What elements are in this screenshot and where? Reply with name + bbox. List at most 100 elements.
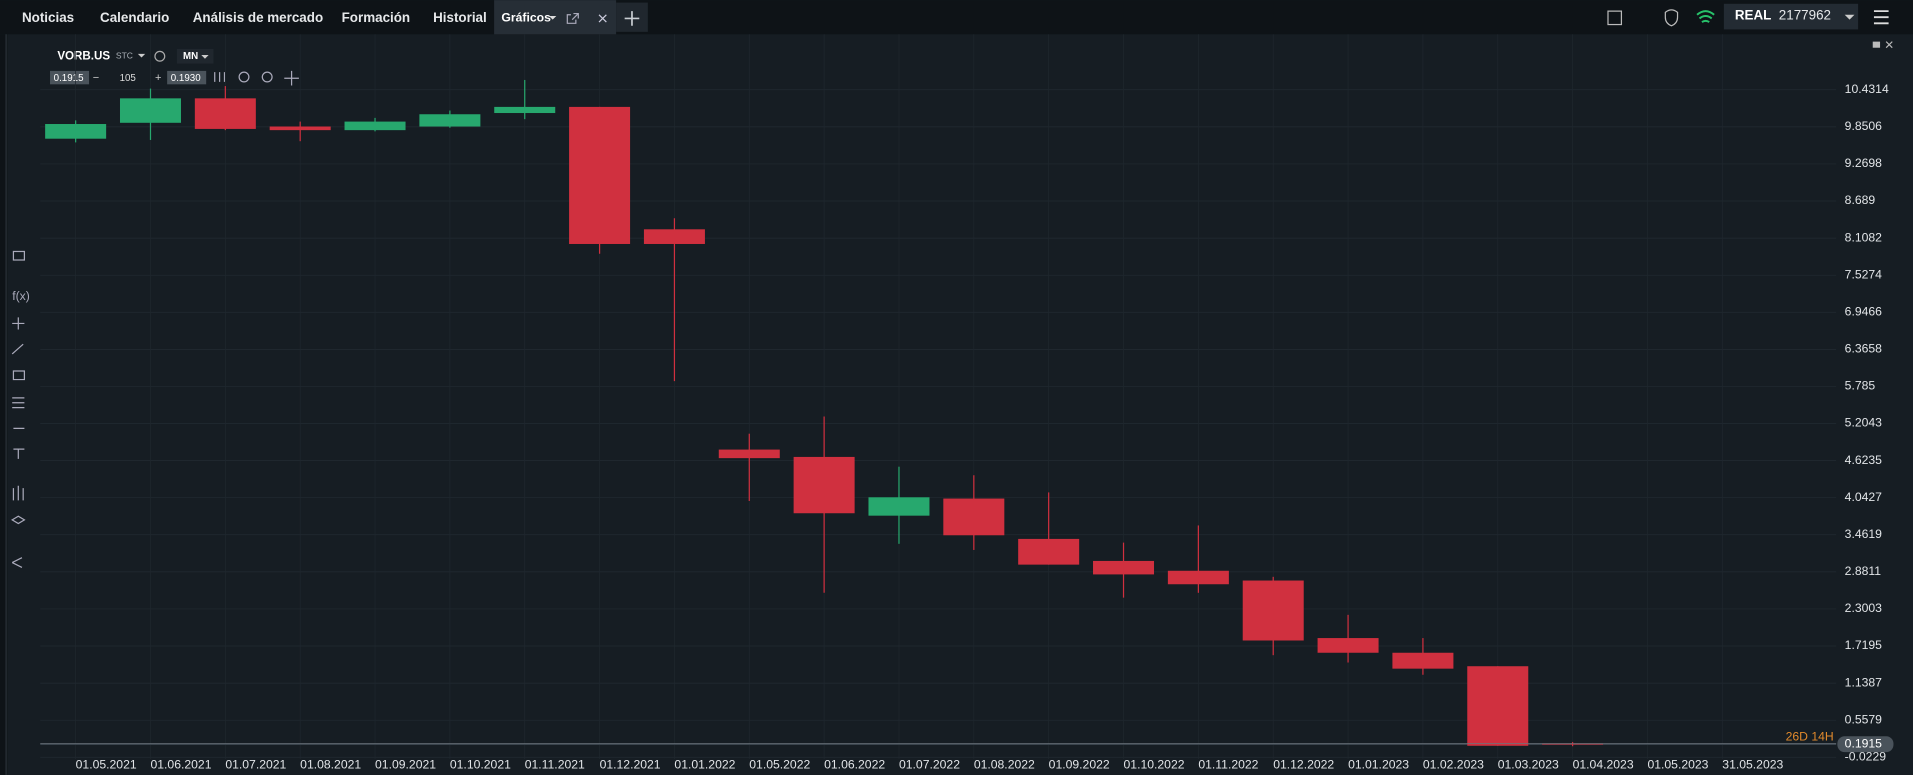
y-tick-label: 1.7195 <box>1845 638 1882 652</box>
candle-body <box>943 498 1005 536</box>
y-tick-label: 7.5274 <box>1845 267 1882 281</box>
candle-body <box>119 98 181 123</box>
bid[interactable]: 0.1915 <box>54 73 84 84</box>
symbol-dropdown <box>137 53 146 58</box>
x-tick-label: 01.09.2021 <box>375 757 436 771</box>
y-tick-label: 9.8506 <box>1845 119 1882 133</box>
x-tick-label: 01.01.2022 <box>674 757 735 771</box>
top-bar <box>0 0 1913 35</box>
candle-body <box>419 114 481 127</box>
plus-icon <box>624 11 640 26</box>
candle-body <box>194 98 256 129</box>
tab[interactable]: Historial <box>433 10 487 25</box>
y-tick-label: 2.8811 <box>1845 564 1882 578</box>
tab[interactable]: Gráficos <box>501 11 551 25</box>
x-tick-label: 01.12.2021 <box>600 757 661 771</box>
candle-body <box>344 121 406 131</box>
price-label: 0.1915 <box>1845 736 1882 750</box>
y-tick-label: 2.3003 <box>1845 601 1882 615</box>
x-tick-label: 01.07.2021 <box>225 757 286 771</box>
signal-icon <box>1696 10 1715 23</box>
candle-body <box>569 106 631 244</box>
spread: 105 <box>120 73 137 84</box>
x-tick-label: 01.08.2021 <box>300 757 361 771</box>
y-tick-label: 4.0427 <box>1845 490 1882 504</box>
candle-body <box>1242 580 1304 641</box>
x-tick-label: 31.05.2023 <box>1722 757 1783 771</box>
x-tick-label: 01.08.2022 <box>974 757 1035 771</box>
bid-box[interactable] <box>50 70 90 85</box>
fullscreen-icon[interactable] <box>1607 10 1623 26</box>
x-tick-label: 01.11.2021 <box>525 757 585 771</box>
candle-body <box>1093 560 1155 575</box>
popout-icon[interactable] <box>566 12 579 24</box>
y-tick-label: 0.5579 <box>1845 712 1882 726</box>
x-tick-label: 01.02.2023 <box>1423 757 1484 771</box>
x-tick-label: 01.05.2022 <box>749 757 810 771</box>
x-tick-label: 01.05.2021 <box>76 757 137 771</box>
symbol-type: STC <box>116 51 133 61</box>
timeframe-box[interactable] <box>176 48 214 64</box>
tab[interactable]: Noticias <box>22 10 74 25</box>
x-tick-label: 01.05.2023 <box>1647 757 1708 771</box>
x-tick-label: 01.10.2021 <box>450 757 511 771</box>
x-tick-label: 01.06.2022 <box>824 757 885 771</box>
menu-icon[interactable] <box>1873 10 1889 25</box>
chart-tools[interactable] <box>214 70 299 86</box>
candle-body <box>1392 652 1454 669</box>
bell-icon[interactable] <box>1664 9 1679 27</box>
ask[interactable]: 0.1930 <box>171 73 201 84</box>
x-tick-label: 01.03.2023 <box>1498 757 1559 771</box>
candle-body <box>718 449 780 459</box>
candle-body <box>1018 538 1080 565</box>
y-tick-label: 1.1387 <box>1845 675 1882 689</box>
symbol[interactable]: VORB.US <box>57 50 110 62</box>
tab[interactable]: Análisis de mercado <box>193 10 323 25</box>
y-tick-label: 4.6235 <box>1845 453 1882 467</box>
y-tick-label: 8.1082 <box>1845 230 1882 244</box>
left-toolbar[interactable] <box>11 250 26 568</box>
left-edge <box>0 34 8 775</box>
tab-dropdown <box>549 16 557 20</box>
x-tick-label: 01.07.2022 <box>899 757 960 771</box>
y-tick-label: 3.4619 <box>1845 527 1882 541</box>
account-id: 2177962 <box>1779 8 1831 23</box>
candle-body <box>494 106 556 114</box>
ask-box[interactable] <box>167 70 207 85</box>
timeframe[interactable]: MN <box>183 51 198 62</box>
candle-body <box>793 456 855 514</box>
x-tick-label: 01.12.2022 <box>1273 757 1334 771</box>
x-tick-label: 01.06.2021 <box>150 757 211 771</box>
x-tick-label: 01.10.2022 <box>1124 757 1185 771</box>
panel-close[interactable] <box>1885 41 1893 49</box>
x-tick-label: 01.11.2022 <box>1198 757 1258 771</box>
chart: 10.4314 9.8506 9.2698 8.689 8.1082 7.5274 6.94… <box>40 34 1894 771</box>
candle-body <box>643 229 705 244</box>
candle-body <box>45 124 107 139</box>
tab[interactable]: Calendario <box>100 10 169 25</box>
plus[interactable]: + <box>155 72 161 84</box>
candle-body <box>1317 638 1379 653</box>
y-tick-label: 6.3658 <box>1845 342 1882 356</box>
x-tick-label: 01.04.2023 <box>1573 757 1634 771</box>
x-tick-label: 01.01.2023 <box>1348 757 1409 771</box>
candle-body <box>1467 666 1529 746</box>
price-label-box <box>1837 736 1894 753</box>
function-tool[interactable]: f(x) <box>12 289 30 303</box>
tab[interactable]: Formación <box>342 10 411 25</box>
account-box[interactable] <box>1723 3 1859 30</box>
y-tick-label: 5.2043 <box>1845 416 1882 430</box>
minus[interactable]: − <box>93 72 99 84</box>
x-tick-label: 01.09.2022 <box>1049 757 1110 771</box>
candle-body <box>269 126 331 131</box>
candle-body <box>868 497 930 516</box>
dropdown-icon <box>1844 14 1855 20</box>
panel-icon[interactable] <box>1872 41 1881 48</box>
y-tick-label: 8.689 <box>1845 193 1876 207</box>
y-tick-label: 10.4314 <box>1845 82 1889 96</box>
close-icon[interactable] <box>598 14 607 23</box>
info-icon[interactable] <box>154 50 166 62</box>
